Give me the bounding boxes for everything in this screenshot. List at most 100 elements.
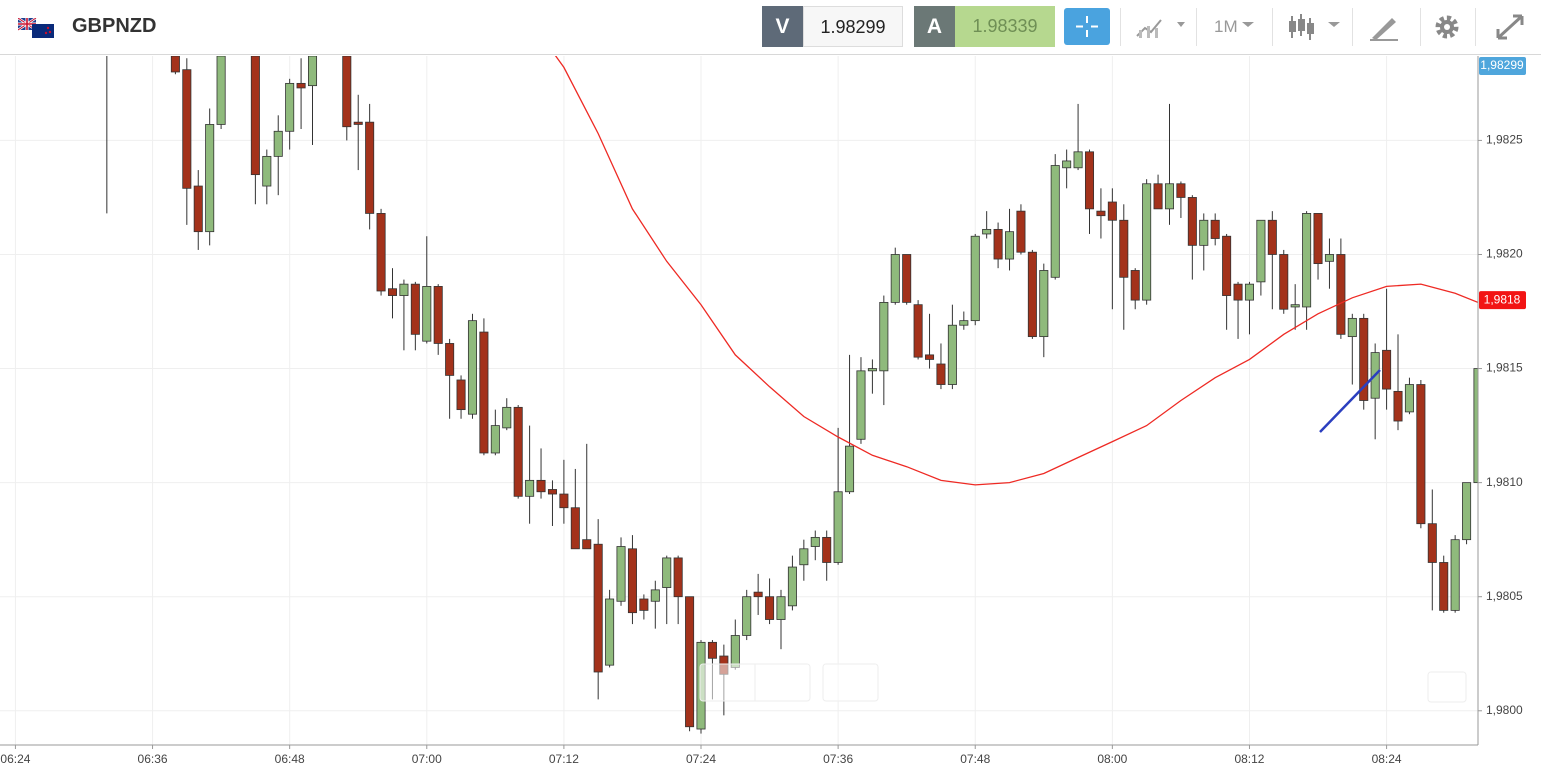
- candle-body: [1176, 183, 1186, 198]
- candle-body: [1039, 270, 1049, 338]
- candle-body: [593, 543, 603, 673]
- candle-body: [582, 539, 592, 550]
- candle-body: [1290, 304, 1300, 308]
- candle-body: [1096, 210, 1106, 217]
- candle-body: [1187, 197, 1197, 246]
- x-tick-label: 07:00: [412, 752, 442, 766]
- candle-body: [765, 596, 775, 620]
- y-tick-label: 1,9820: [1486, 247, 1523, 261]
- candle-body: [525, 479, 535, 497]
- candle-body: [1347, 317, 1357, 338]
- buy-label[interactable]: A: [914, 6, 955, 47]
- axes: 1,9800 1,9805 1,9810 1,9815 1,9820 1,9825 06:2…: [0, 57, 1526, 766]
- candle-body: [1393, 390, 1403, 422]
- candle-body: [387, 288, 398, 296]
- candle-body: [1462, 482, 1472, 541]
- candle-body: [1359, 317, 1369, 401]
- overlay-panel: [822, 663, 879, 702]
- candle-body: [547, 489, 557, 495]
- candle-body: [810, 536, 820, 547]
- candle-type-button[interactable]: [1288, 12, 1343, 42]
- candle-body: [262, 155, 272, 187]
- candle-body: [639, 598, 649, 611]
- candle-body: [559, 493, 569, 509]
- candle-body: [1382, 349, 1392, 390]
- candle-body: [456, 379, 466, 411]
- candle-body: [1107, 201, 1117, 221]
- candle-body: [1073, 151, 1083, 169]
- candle-body: [433, 286, 443, 344]
- candle-body: [742, 596, 752, 636]
- chart-type-button[interactable]: [1135, 14, 1190, 40]
- candle-body: [1210, 219, 1220, 239]
- price-tag-box: [1479, 291, 1526, 310]
- candle-body: [250, 56, 260, 176]
- candle-body: [1302, 213, 1312, 308]
- candle-body: [936, 363, 946, 385]
- candle-body: [1027, 251, 1037, 338]
- candle-body: [1016, 210, 1026, 253]
- candle-body: [685, 596, 695, 728]
- candle-body: [1005, 231, 1015, 260]
- candle-body: [502, 406, 512, 429]
- candle-body: [730, 635, 740, 668]
- candle-body: [1164, 183, 1175, 210]
- candle-body: [170, 56, 180, 73]
- candle-body: [536, 479, 546, 493]
- candle-body: [662, 557, 672, 588]
- candle-body: [1427, 523, 1437, 563]
- x-tick-label: 07:24: [686, 752, 716, 766]
- sell-price[interactable]: 1.98299: [803, 6, 903, 47]
- y-tick-label: 1,9815: [1486, 361, 1523, 375]
- x-tick-label: 06:48: [275, 752, 305, 766]
- drawing-tools-button[interactable]: [1368, 12, 1400, 42]
- candle-body: [193, 185, 203, 233]
- candle-body: [205, 124, 215, 233]
- candle-body: [1267, 219, 1277, 255]
- candle-body: [993, 228, 1003, 260]
- crosshair-button[interactable]: [1064, 8, 1110, 45]
- candle-body: [902, 254, 912, 303]
- candle-body: [1324, 254, 1334, 262]
- price-tag-label: 1,98299: [1480, 58, 1524, 72]
- candle-body: [1313, 213, 1323, 265]
- candle-body: [467, 320, 477, 415]
- candle-body: [799, 548, 809, 566]
- candle-body: [376, 213, 386, 292]
- moving-average: [554, 56, 1478, 486]
- candle-body: [913, 304, 923, 358]
- toolbar: GBPNZD V 1.98299 A 1.98339 1M: [0, 0, 1541, 55]
- candle-body: [970, 235, 980, 322]
- candle-body: [285, 82, 295, 132]
- candle-body: [947, 324, 957, 385]
- price-tag: 1,98299: [1479, 57, 1526, 75]
- candle-body: [273, 130, 283, 157]
- candle-body: [753, 591, 763, 598]
- candle-body: [1256, 219, 1266, 283]
- candle-body: [103, 49, 111, 51]
- y-tick-label: 1,9825: [1486, 133, 1523, 147]
- flag-icon: [18, 18, 54, 38]
- price-tag-box: [1479, 57, 1526, 75]
- price-tag-label: 1,9818: [1484, 292, 1521, 306]
- candle-body: [342, 56, 352, 128]
- candle-body: [627, 548, 637, 614]
- x-tick-label: 08:00: [1097, 752, 1127, 766]
- candle-body: [879, 301, 889, 372]
- candle-body: [513, 406, 523, 497]
- candle-body: [365, 121, 375, 214]
- y-tick-label: 1,9805: [1486, 589, 1523, 603]
- candle-body: [1450, 539, 1460, 611]
- buy-price[interactable]: 1.98339: [955, 6, 1055, 47]
- candle-body: [1439, 562, 1449, 611]
- candle-body: [1142, 183, 1152, 301]
- timeframe-button[interactable]: 1M: [1214, 17, 1238, 36]
- timeframe-caret: [1242, 22, 1254, 27]
- candle-body: [182, 69, 192, 189]
- candle-body: [890, 254, 900, 303]
- sell-label[interactable]: V: [762, 6, 803, 47]
- fullscreen-button[interactable]: [1494, 12, 1526, 42]
- candle-body: [422, 286, 432, 342]
- settings-button[interactable]: [1432, 12, 1462, 42]
